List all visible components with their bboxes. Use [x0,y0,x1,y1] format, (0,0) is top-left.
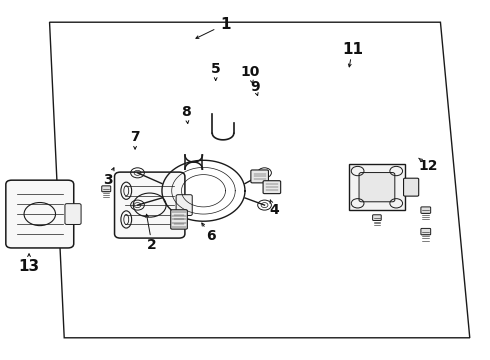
FancyBboxPatch shape [176,195,192,216]
Text: 1: 1 [220,17,231,32]
Text: 6: 6 [206,229,216,243]
FancyBboxPatch shape [65,204,81,225]
FancyBboxPatch shape [6,180,73,248]
Text: 10: 10 [240,66,260,80]
FancyBboxPatch shape [404,178,418,196]
Text: 11: 11 [342,42,363,57]
FancyBboxPatch shape [372,215,381,220]
Text: 7: 7 [130,130,140,144]
Text: 13: 13 [19,258,40,274]
FancyBboxPatch shape [349,164,405,211]
Text: 5: 5 [211,62,220,76]
FancyBboxPatch shape [251,170,269,183]
Text: 9: 9 [250,80,260,94]
FancyBboxPatch shape [115,172,185,238]
Text: 2: 2 [147,238,157,252]
Text: 4: 4 [270,203,279,217]
Text: 3: 3 [103,173,113,187]
FancyBboxPatch shape [102,186,111,192]
FancyBboxPatch shape [421,228,431,235]
FancyBboxPatch shape [171,210,187,229]
FancyBboxPatch shape [263,181,281,194]
Text: 12: 12 [418,159,438,173]
FancyBboxPatch shape [421,207,431,213]
FancyBboxPatch shape [359,172,395,202]
Text: 8: 8 [181,105,191,119]
